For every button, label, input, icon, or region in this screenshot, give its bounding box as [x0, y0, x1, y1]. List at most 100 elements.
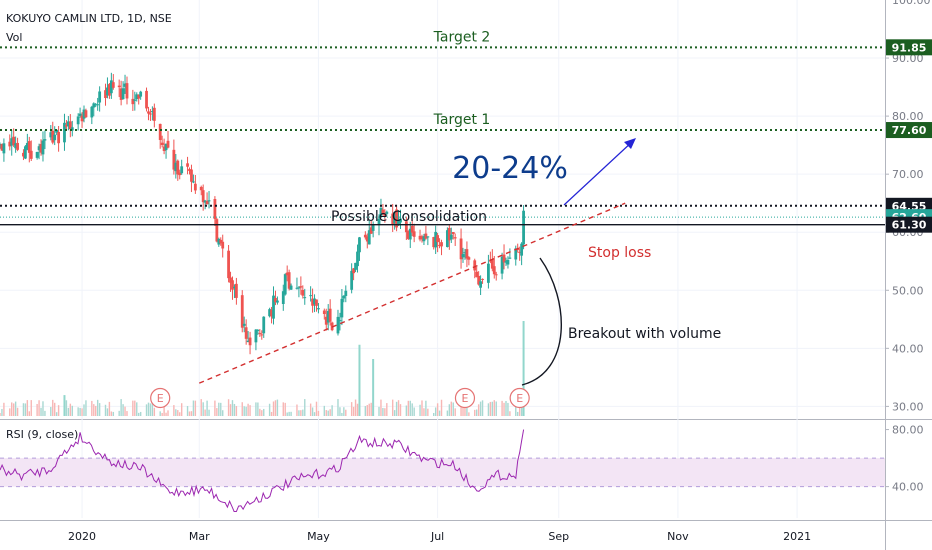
candle-body — [508, 257, 512, 259]
candle-body — [463, 252, 467, 254]
volume-bar — [124, 406, 126, 416]
volume-bar — [44, 410, 46, 416]
candle-body — [488, 260, 492, 262]
candle-body — [426, 236, 430, 238]
volume-bar — [149, 403, 152, 416]
volume-bar — [274, 400, 277, 416]
candle-body — [516, 248, 520, 250]
candle-body — [440, 242, 443, 247]
candle-body — [39, 144, 43, 153]
volume-bar — [136, 402, 138, 416]
volume-bar — [448, 404, 451, 416]
candles — [0, 72, 525, 355]
candle-body — [461, 254, 465, 258]
candle-body — [16, 142, 19, 150]
candle-body — [481, 278, 484, 280]
volume-bar — [180, 403, 183, 416]
earnings-marker-label: E — [516, 392, 523, 405]
candle-body — [203, 200, 207, 203]
volume-bar — [446, 410, 449, 416]
candle-body — [234, 283, 238, 298]
candle-body — [301, 289, 305, 296]
candle-body — [41, 140, 45, 155]
x-tick-label: Jul — [430, 530, 444, 543]
candle-body — [494, 274, 498, 276]
candle-body — [35, 151, 39, 158]
candle-body — [27, 141, 31, 153]
candle-body — [80, 115, 84, 122]
candle-body — [106, 87, 109, 96]
volume-bar — [177, 410, 179, 416]
y-tick-label: 50.00 — [892, 284, 924, 297]
candle-body — [186, 163, 189, 167]
volume-spike — [358, 344, 361, 416]
volume-bar — [108, 401, 111, 416]
volume-bar — [325, 410, 327, 416]
candle-body — [449, 234, 453, 240]
candle-body — [68, 121, 72, 130]
candle-body — [514, 248, 518, 260]
volume-bar — [30, 400, 32, 416]
volume-bar — [175, 409, 177, 416]
volume-bar — [517, 411, 519, 416]
volume-bar — [12, 403, 15, 416]
consolidation-label: Possible Consolidation — [331, 209, 487, 225]
volume-bar — [421, 400, 423, 416]
x-tick-label: 2020 — [68, 530, 96, 543]
candle-body — [233, 286, 236, 288]
candle-body — [119, 88, 123, 100]
candle-body — [487, 263, 490, 283]
candle-body — [492, 266, 496, 275]
candle-body — [201, 190, 205, 203]
volume-bar — [95, 405, 97, 416]
candle-body — [299, 286, 303, 288]
candle-body — [385, 211, 389, 214]
candle-body — [139, 91, 143, 97]
candle-body — [475, 271, 479, 278]
volume-bar — [188, 411, 191, 416]
candle-body — [285, 272, 289, 276]
volume-bar — [11, 402, 13, 416]
candle-body — [190, 169, 193, 182]
candle-body — [342, 295, 346, 299]
volume-bar — [106, 408, 109, 416]
candle-body — [70, 127, 74, 131]
volume-bar — [343, 407, 345, 416]
volume-bar — [354, 399, 357, 416]
volume-bar — [243, 406, 245, 416]
candle-body — [371, 224, 375, 231]
volume-bar — [247, 403, 249, 416]
candle-body — [227, 250, 230, 279]
volume-spike — [372, 359, 375, 416]
candle-body — [383, 213, 387, 217]
candle-body — [328, 308, 332, 322]
volume-bar — [235, 406, 238, 416]
volume-bar — [300, 410, 302, 416]
candle-body — [65, 124, 68, 127]
candle-body — [303, 297, 307, 299]
volume-bar — [261, 410, 263, 416]
volume-bar — [132, 400, 134, 416]
volume-bar — [220, 402, 222, 416]
earnings-marker — [454, 387, 476, 409]
candle-body — [465, 249, 469, 259]
volume-bar — [151, 400, 154, 416]
candle-body — [199, 186, 203, 191]
volume-bar — [356, 403, 359, 416]
volume-bar — [460, 399, 462, 416]
volume-bar — [91, 400, 93, 416]
candle-body — [8, 141, 12, 147]
candle-body — [363, 234, 367, 238]
level-price-label: 61.30 — [892, 219, 927, 232]
y-tick-label: 70.00 — [892, 168, 924, 181]
volume-bar — [208, 409, 210, 416]
candle-body — [43, 139, 47, 141]
candle-body — [410, 225, 414, 233]
candle-body — [2, 143, 6, 154]
volume-bar — [263, 408, 265, 416]
volume-bar — [69, 403, 72, 416]
volume-bar — [474, 409, 476, 416]
earnings-marker-label: E — [461, 392, 468, 405]
